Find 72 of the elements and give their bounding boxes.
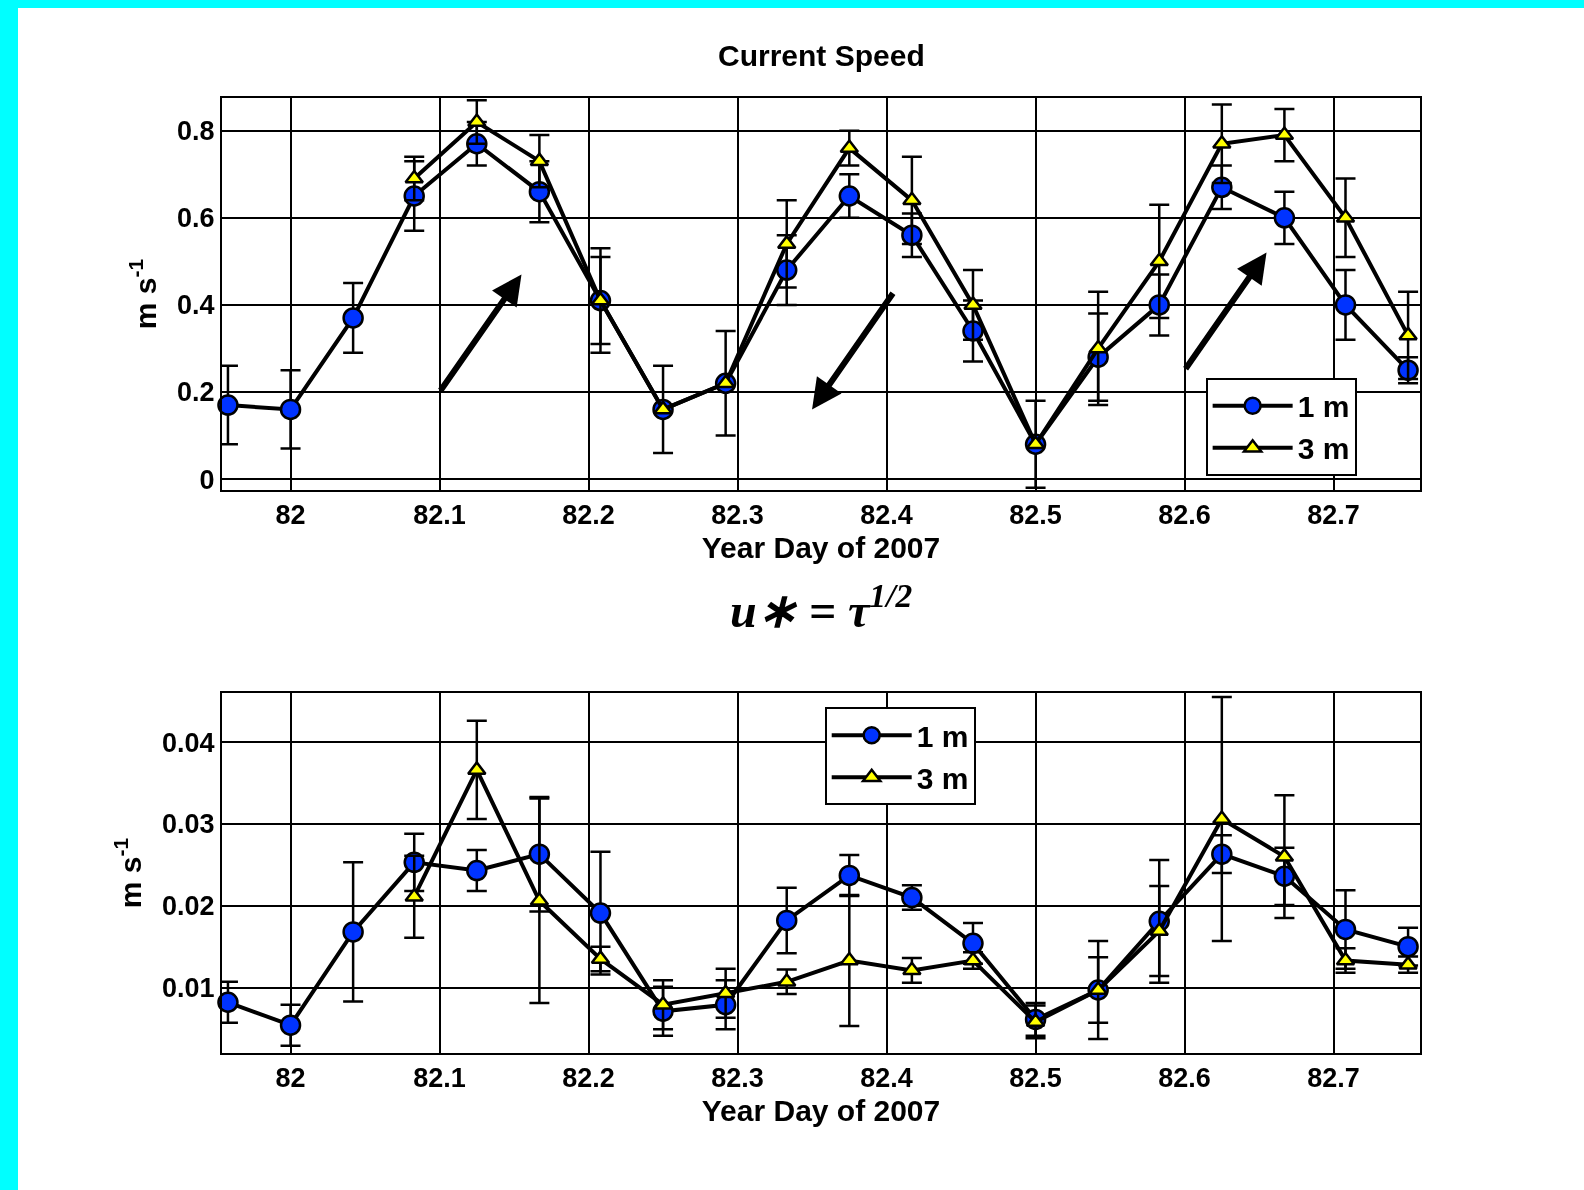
point (590, 291, 611, 306)
point (342, 921, 364, 943)
point (653, 400, 673, 415)
x-tick-label: 82.6 (1158, 500, 1211, 531)
point (963, 296, 983, 310)
point (839, 951, 860, 966)
x-tick-label: 82.7 (1307, 1063, 1360, 1094)
x-tick-label: 82.1 (413, 500, 466, 531)
point (1334, 918, 1357, 941)
x-axis-title: Year Day of 2007 (701, 531, 941, 565)
point (1335, 951, 1356, 966)
chart-title: Current Speed (718, 39, 925, 72)
point (404, 169, 425, 184)
legend-label: 3 m (1297, 432, 1350, 466)
x-tick-label: 82.2 (562, 1063, 615, 1094)
point (715, 984, 736, 999)
point (1334, 294, 1357, 316)
point (839, 139, 860, 154)
point (404, 887, 425, 902)
point (342, 307, 364, 329)
point (217, 991, 239, 1014)
point (775, 909, 798, 932)
x-tick-label: 82.4 (860, 1063, 913, 1094)
point (838, 185, 861, 207)
point (1149, 252, 1170, 267)
y-tick-label: 0.6 (177, 203, 215, 234)
point (1274, 847, 1295, 862)
legend-label: 3 m (916, 761, 969, 795)
legend-label: 1 m (1297, 390, 1350, 424)
x-tick-label: 82 (275, 1063, 306, 1094)
point (589, 902, 612, 924)
point (1025, 435, 1046, 450)
point (279, 1014, 302, 1036)
x-axis-title: Year Day of 2007 (701, 1094, 941, 1128)
x-tick-label: 82.4 (860, 500, 913, 531)
point (715, 374, 736, 389)
point (279, 398, 302, 421)
x-tick-label: 82.3 (711, 1063, 764, 1094)
point (1273, 207, 1296, 229)
x-tick-label: 82.1 (413, 1063, 466, 1094)
y-tick-label: 0.02 (162, 891, 215, 922)
point (1274, 126, 1295, 141)
point (529, 152, 550, 167)
y-tick-label: 0.04 (162, 727, 215, 758)
point (1088, 339, 1109, 354)
point (466, 859, 488, 882)
x-tick-label: 82.5 (1009, 500, 1062, 531)
point (838, 864, 861, 887)
point (901, 961, 922, 976)
point (963, 951, 983, 966)
point (1149, 922, 1170, 937)
y-tick-label: 0.2 (177, 377, 215, 408)
y-tick-label: 0.03 (162, 809, 215, 840)
y-tick-label: 0.01 (162, 973, 215, 1003)
x-tick-label: 82.5 (1009, 1063, 1062, 1094)
chart-title: u∗ = τ$^{1/2}$ (730, 577, 913, 638)
point (1398, 326, 1418, 341)
point (1398, 955, 1418, 970)
point (1211, 134, 1232, 149)
x-tick-label: 82.7 (1307, 500, 1360, 531)
x-tick-label: 82 (275, 500, 306, 531)
point (1397, 935, 1419, 958)
legend-label: 1 m (916, 719, 969, 753)
x-tick-label: 82.6 (1158, 1063, 1211, 1094)
y-tick-label: 0.8 (177, 116, 215, 147)
point (653, 995, 673, 1010)
x-tick-label: 82.2 (562, 500, 615, 531)
x-tick-label: 82.3 (711, 500, 764, 531)
point (217, 394, 239, 416)
point (901, 191, 922, 206)
y-tick-label: 0 (199, 464, 215, 495)
y-tick-label: 0.4 (177, 290, 215, 321)
